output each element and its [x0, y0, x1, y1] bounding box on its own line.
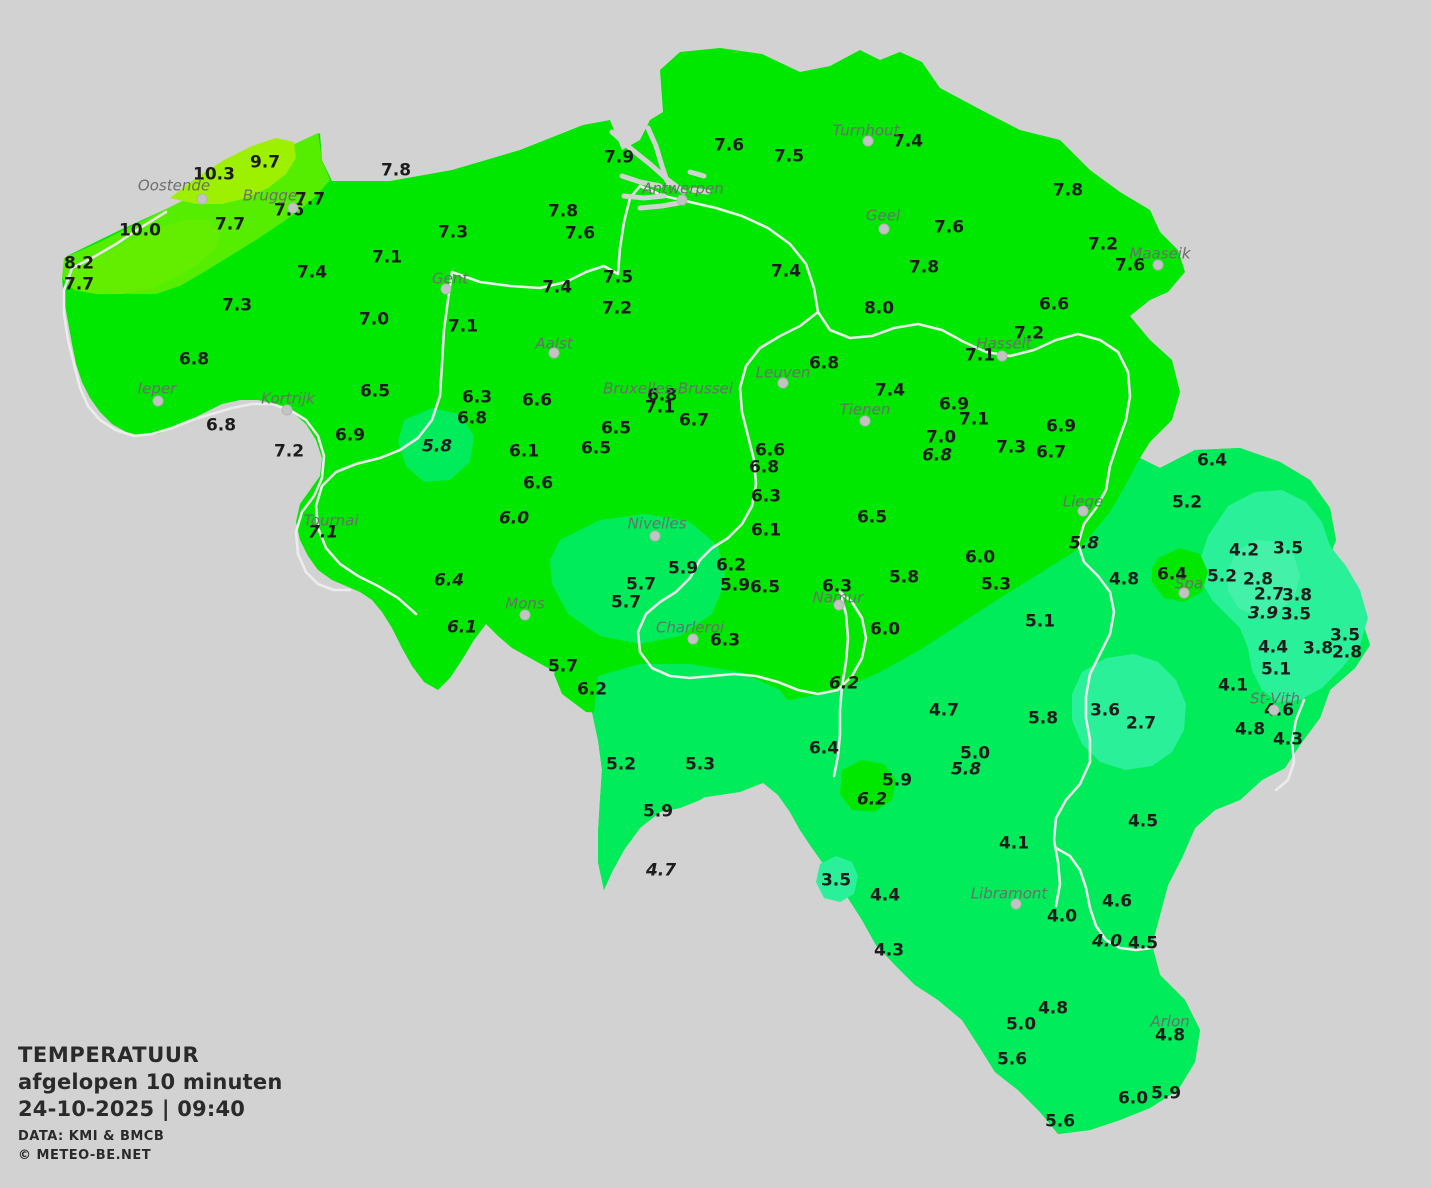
city-marker-dot: [859, 415, 871, 427]
city-marker-dot: [519, 609, 531, 621]
city-marker-dot: [996, 350, 1008, 362]
city-marker-dot: [687, 633, 699, 645]
city-marker-dot: [1077, 505, 1089, 517]
city-marker-dot: [548, 347, 560, 359]
city-marker-dot: [287, 202, 299, 214]
scheldt-river: [609, 125, 711, 211]
city-marker-dot: [440, 283, 452, 295]
warm-lobe-spa: [1152, 548, 1208, 602]
city-marker-dot: [1268, 704, 1280, 716]
city-marker-dot: [878, 223, 890, 235]
cold-pocket-sugny: [816, 856, 858, 902]
cold-pocket-hockai: [1072, 654, 1186, 770]
city-marker-dot: [196, 193, 208, 205]
city-marker-dot: [152, 395, 164, 407]
city-marker-dot: [777, 377, 789, 389]
map-caption: TEMPERATUUR afgelopen 10 minuten 24-10-2…: [18, 1042, 283, 1166]
city-marker-dot: [1178, 587, 1190, 599]
city-marker-dot: [1010, 898, 1022, 910]
city-marker-dot: [676, 194, 688, 206]
city-marker-dot: [1152, 259, 1164, 271]
city-marker-dot: [281, 404, 293, 416]
caption-title: TEMPERATUUR: [18, 1043, 200, 1067]
band-10plus-oostende: [170, 138, 296, 204]
cool-lobe-mons: [550, 514, 726, 644]
band-5to6-wallonia: [566, 448, 1370, 1134]
cool-lobe-gent: [398, 408, 474, 482]
city-marker-dot: [649, 530, 661, 542]
caption-source: DATA: KMI & BMCB: [18, 1128, 165, 1144]
caption-subtitle: afgelopen 10 minuten: [18, 1069, 283, 1094]
warm-lobe-semois: [840, 760, 896, 812]
caption-copyright: © METEO-BE.NET: [18, 1148, 152, 1164]
city-marker-dot: [833, 599, 845, 611]
band-2to3-hotspot: [1228, 540, 1300, 616]
cool-lobe-chimay: [594, 664, 800, 798]
caption-datetime: 24-10-2025 | 09:40: [18, 1096, 246, 1121]
band-8to9-west: [62, 220, 220, 294]
province-boundaries: [62, 184, 1306, 952]
city-marker-dot: [862, 135, 874, 147]
